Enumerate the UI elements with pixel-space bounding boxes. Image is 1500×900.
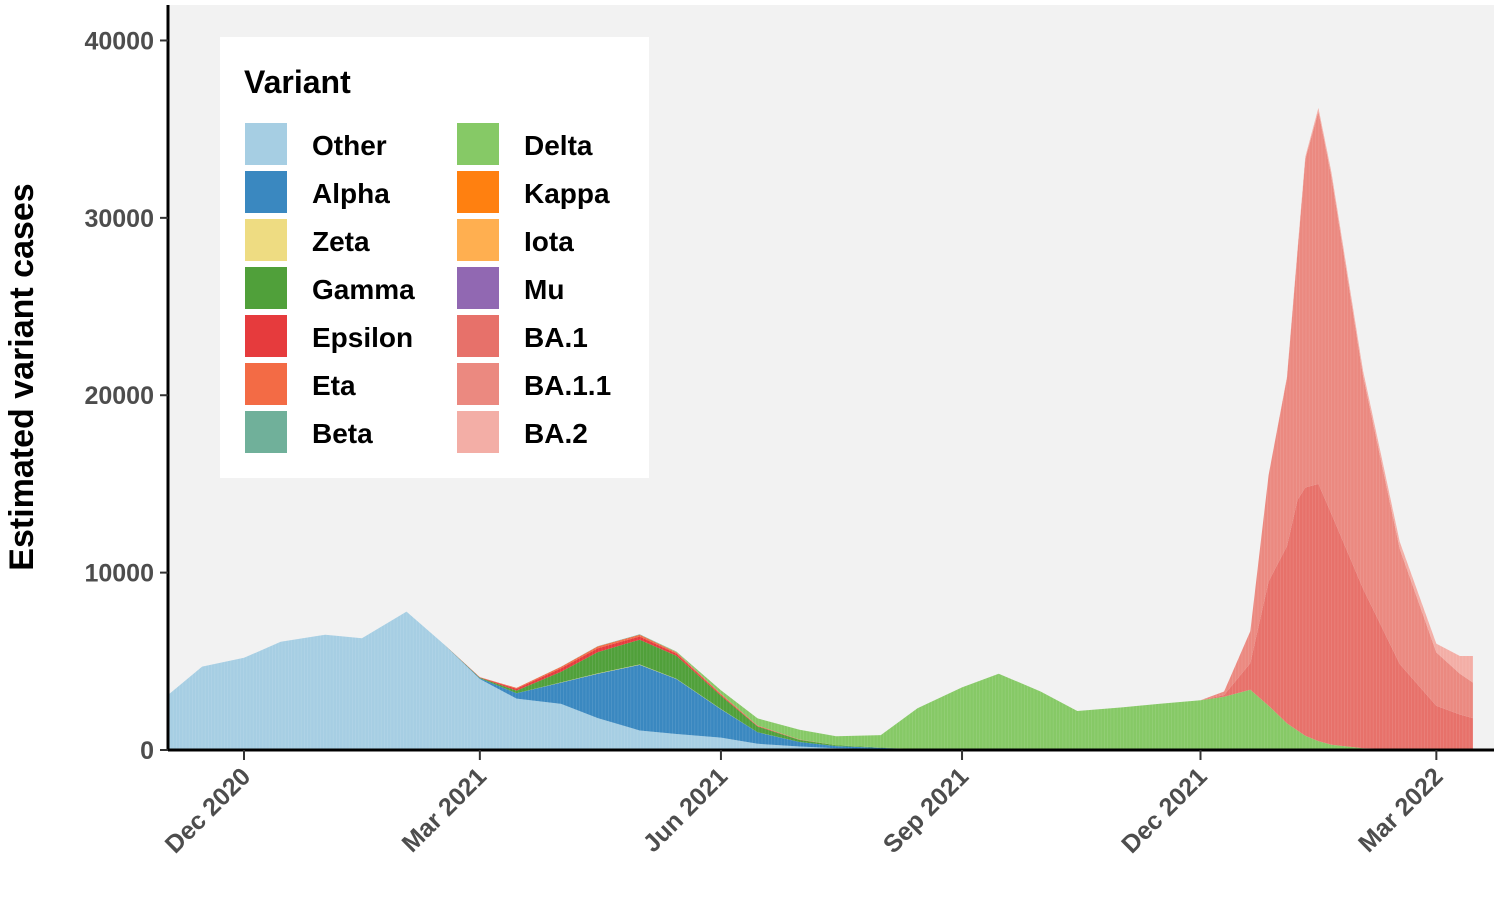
legend-key xyxy=(455,217,501,263)
legend-label: Epsilon xyxy=(312,322,413,353)
x-tick-label: Mar 2021 xyxy=(397,762,493,858)
area-delta xyxy=(168,611,1473,750)
y-tick-label: 20000 xyxy=(84,382,154,410)
area-other xyxy=(168,611,1473,750)
legend-label: Gamma xyxy=(312,274,415,305)
y-tick-label: 0 xyxy=(140,737,154,765)
legend-key xyxy=(455,409,501,455)
area-layer xyxy=(168,107,1473,750)
y-tick-label: 40000 xyxy=(84,27,154,55)
legend-key xyxy=(455,169,501,215)
legend-label: Beta xyxy=(312,418,373,449)
legend-label: Eta xyxy=(312,370,356,401)
legend-key xyxy=(243,409,289,455)
y-ticks: 0 10000 20000 30000 40000 xyxy=(84,27,168,765)
legend-key xyxy=(243,217,289,263)
legend: Variant Other Alpha Zeta Gamma Epsilon Eta Bet… xyxy=(220,37,649,478)
legend-items: Other Alpha Zeta Gamma Epsilon Eta Beta Delta Ka… xyxy=(243,121,611,455)
legend-key xyxy=(455,313,501,359)
x-tick-label: Sep 2021 xyxy=(878,762,975,859)
legend-label: Delta xyxy=(524,130,593,161)
x-tick-label: Dec 2020 xyxy=(160,762,256,858)
legend-key xyxy=(455,361,501,407)
legend-label: Iota xyxy=(524,226,574,257)
legend-label: Mu xyxy=(524,274,564,305)
legend-label: Alpha xyxy=(312,178,390,209)
x-ticks: Dec 2020 Mar 2021 Jun 2021 Sep 2021 Dec 2021… xyxy=(160,750,1449,859)
legend-label: BA.2 xyxy=(524,418,588,449)
legend-label: Kappa xyxy=(524,178,610,209)
legend-key xyxy=(243,265,289,311)
legend-key xyxy=(243,361,289,407)
legend-label: BA.1 xyxy=(524,322,588,353)
legend-key xyxy=(243,121,289,167)
legend-key xyxy=(455,265,501,311)
legend-label: Zeta xyxy=(312,226,370,257)
legend-key xyxy=(455,121,501,167)
legend-label: BA.1.1 xyxy=(524,370,611,401)
legend-key xyxy=(243,169,289,215)
area-ba-1 xyxy=(168,483,1473,750)
legend-key xyxy=(243,313,289,359)
y-tick-label: 10000 xyxy=(84,560,154,588)
x-tick-label: Jun 2021 xyxy=(638,762,734,858)
legend-title: Variant xyxy=(244,64,351,100)
legend-label: Other xyxy=(312,130,387,161)
y-tick-label: 30000 xyxy=(84,205,154,233)
legend-background xyxy=(220,37,649,478)
y-axis-title: Estimated variant cases xyxy=(3,183,41,570)
x-tick-label: Mar 2022 xyxy=(1353,762,1448,857)
x-tick-label: Dec 2021 xyxy=(1116,762,1213,859)
